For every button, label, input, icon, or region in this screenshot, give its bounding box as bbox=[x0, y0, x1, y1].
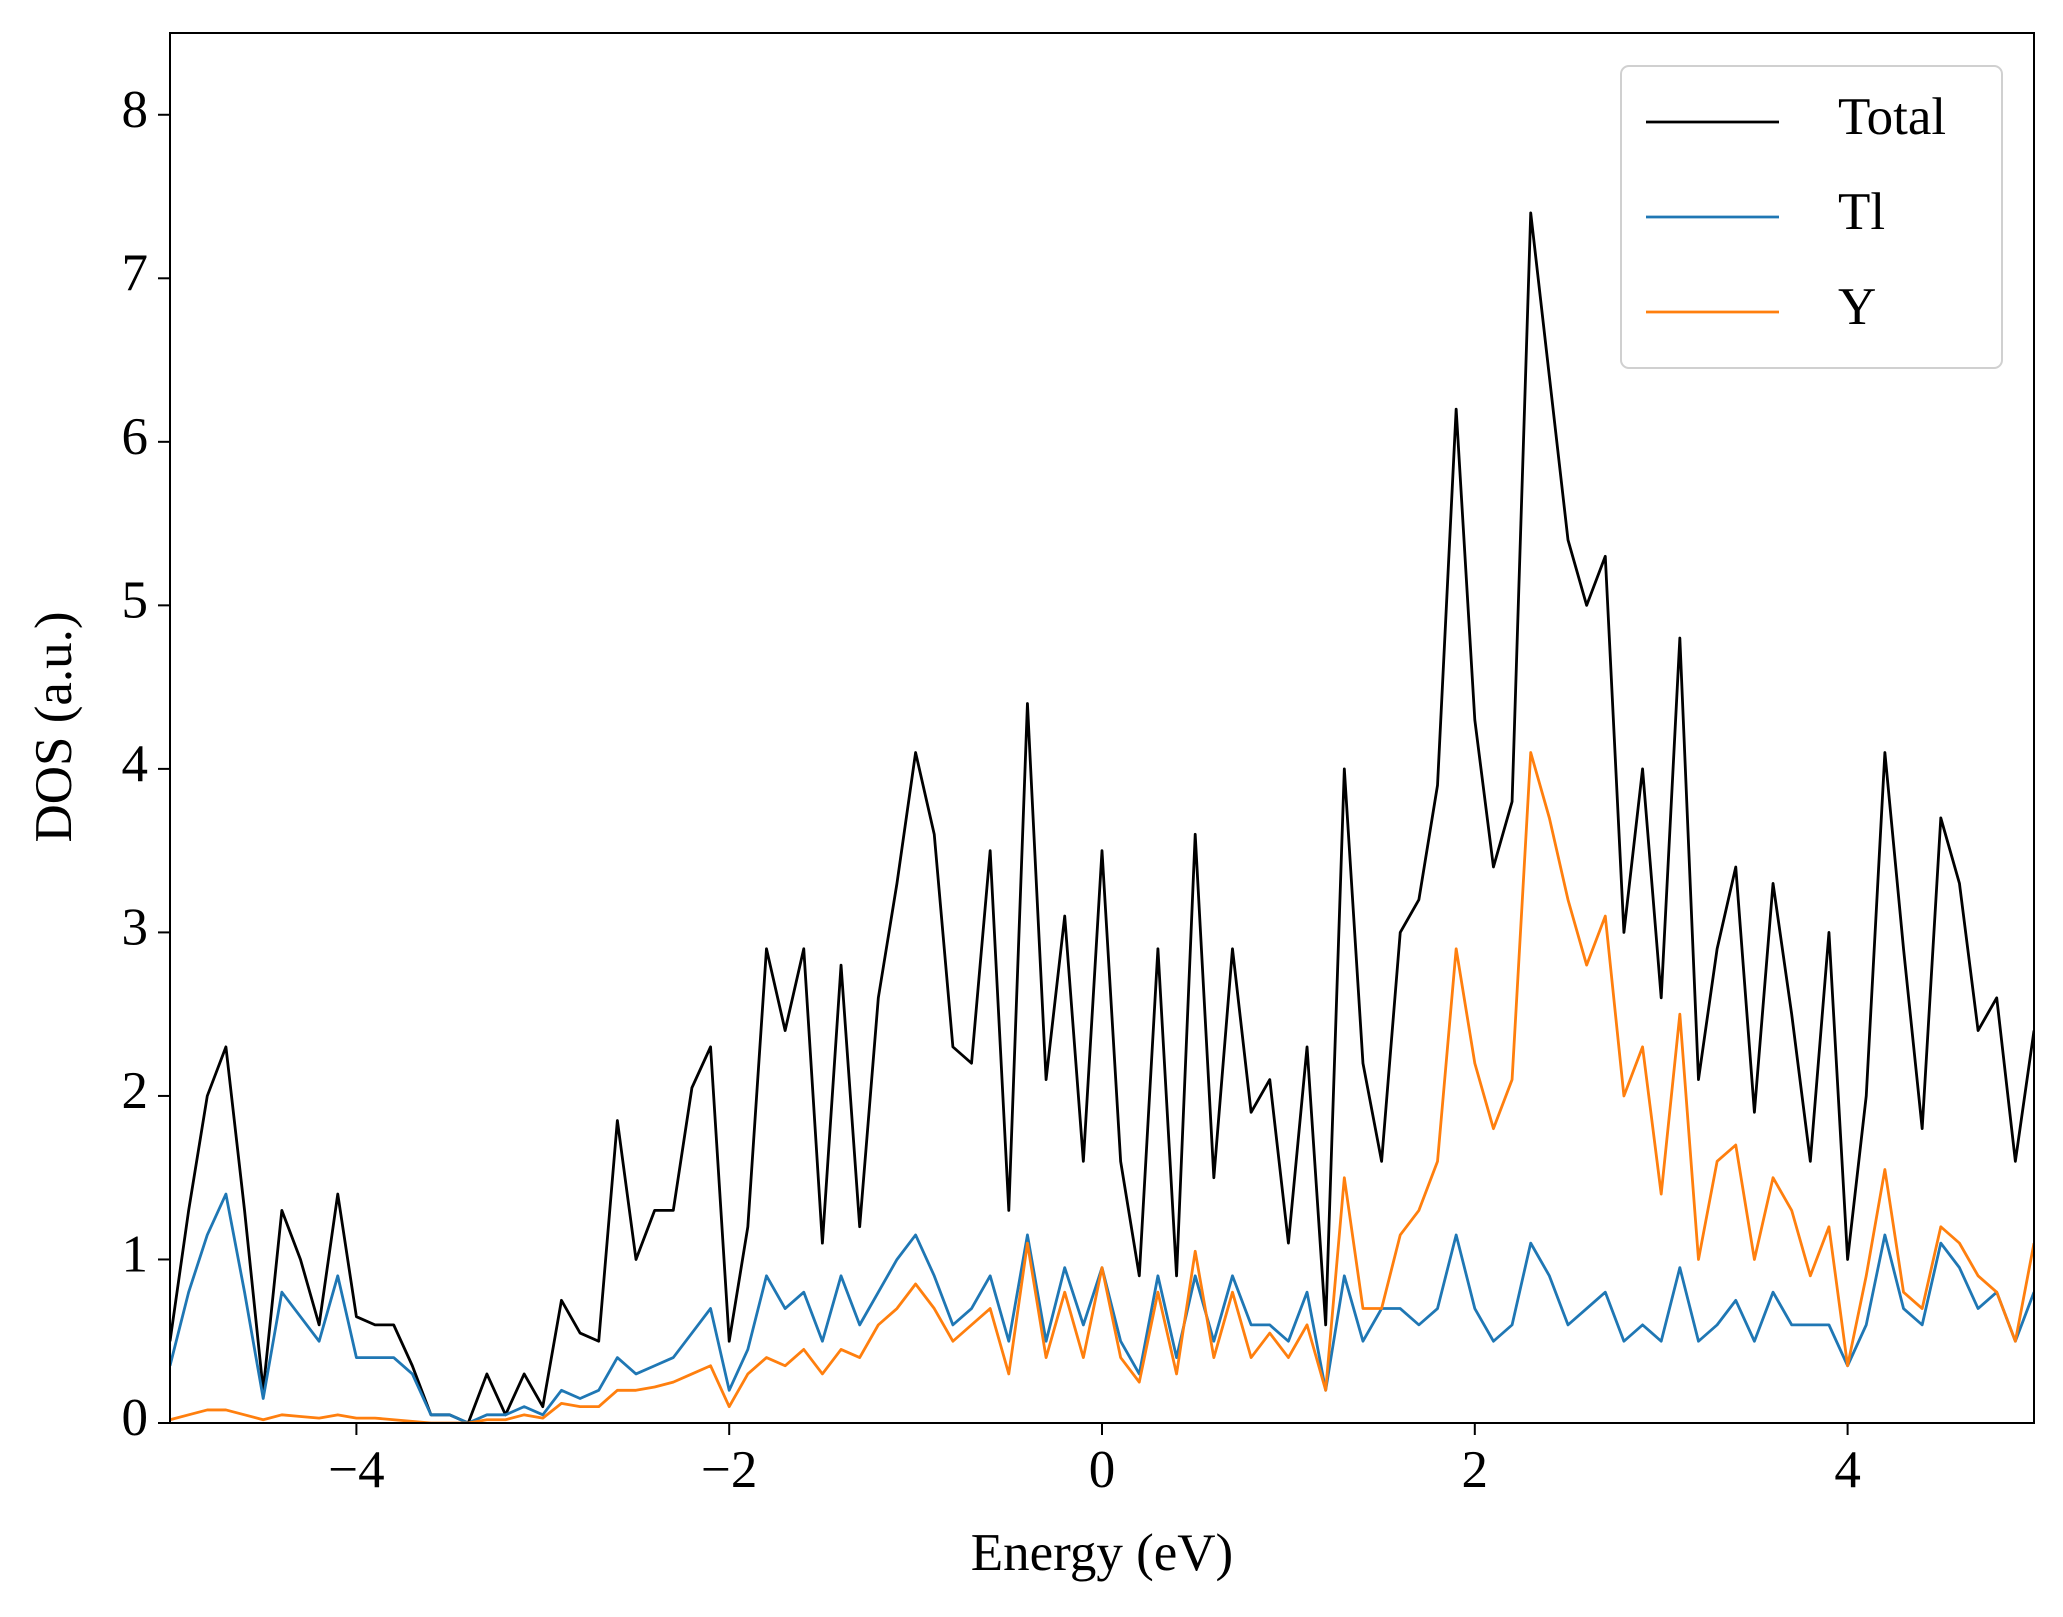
x-tick-label: 0 bbox=[1089, 1441, 1116, 1499]
x-tick-label: 2 bbox=[1462, 1441, 1489, 1499]
y-tick-label: 5 bbox=[122, 572, 149, 630]
series-line bbox=[170, 751, 2034, 1423]
y-tick-label: 2 bbox=[122, 1062, 149, 1120]
y-tick-label: 8 bbox=[122, 81, 149, 139]
y-tick-label: 0 bbox=[122, 1389, 149, 1447]
y-tick-label: 6 bbox=[122, 408, 149, 466]
legend-box bbox=[1620, 65, 2003, 369]
series-line bbox=[170, 211, 2034, 1423]
legend-label: Y bbox=[1838, 278, 1876, 336]
plot-frame bbox=[169, 32, 2035, 1424]
y-axis-label: DOS (a.u.) bbox=[25, 611, 83, 842]
y-tick-label: 3 bbox=[122, 899, 149, 957]
series-line bbox=[170, 1192, 2034, 1423]
y-tick-label: 1 bbox=[122, 1226, 149, 1284]
y-tick-label: 7 bbox=[122, 244, 149, 302]
x-axis-label: Energy (eV) bbox=[971, 1524, 1233, 1582]
y-tick-label: 4 bbox=[122, 735, 149, 793]
x-tick-label: −2 bbox=[701, 1441, 757, 1499]
legend-label: Total bbox=[1838, 88, 1946, 146]
x-tick-label: 4 bbox=[1834, 1441, 1861, 1499]
x-tick-label: −4 bbox=[328, 1441, 384, 1499]
legend-label: Tl bbox=[1838, 183, 1885, 241]
